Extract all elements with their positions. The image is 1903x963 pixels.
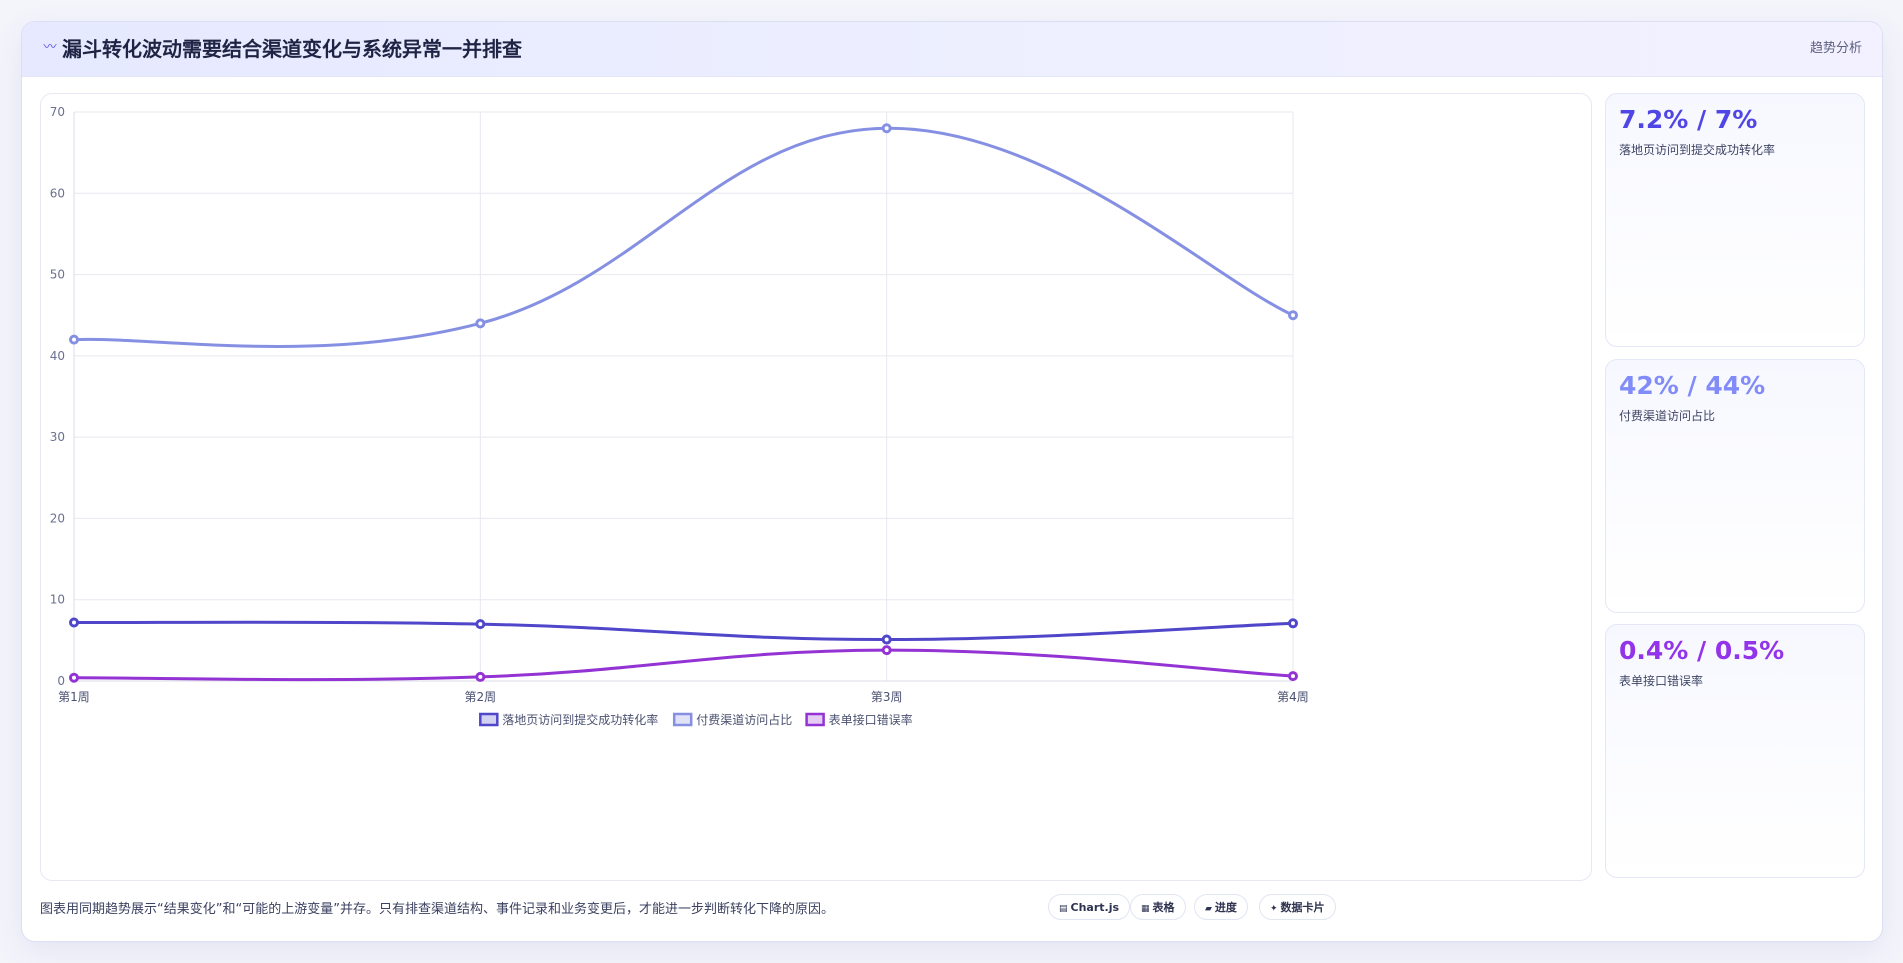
chip-label: 进度 — [1214, 901, 1237, 914]
chip-chartjs[interactable]: ▤ Chart.js — [1048, 894, 1131, 920]
chart-line-icon: 〰 — [43, 40, 57, 55]
sparkle-icon: ✦ — [1270, 904, 1278, 914]
legend-swatch — [805, 712, 825, 727]
chip-progress[interactable]: ▰ 进度 — [1194, 894, 1248, 920]
card-header: 〰 漏斗转化波动需要结合渠道变化与系统异常一并排查 趋势分析 — [22, 22, 1882, 77]
x-tick-label: 第4周 — [1277, 690, 1309, 704]
category-badge: 趋势分析 — [1809, 41, 1862, 56]
y-tick-label: 30 — [50, 430, 65, 444]
legend-label: 落地页访问到提交成功转化率 — [502, 712, 658, 727]
legend-label: 表单接口错误率 — [829, 712, 913, 727]
series-line — [72, 126, 1295, 348]
chip-label: Chart.js — [1070, 901, 1120, 914]
progress-icon: ▰ — [1205, 904, 1212, 914]
chart-panel: 0 10 20 30 40 50 60 70 第1周 第2周 第3周 第4周落地页访问到提交成功转化率… — [40, 93, 1592, 881]
x-tick-label: 第3周 — [871, 690, 903, 704]
data-point — [1288, 671, 1298, 682]
chip-table[interactable]: ▦ 表格 — [1130, 894, 1186, 920]
data-point — [881, 634, 892, 645]
chart-icon: ▤ — [1059, 904, 1068, 914]
series-line — [72, 620, 1295, 642]
chip-label: 表格 — [1152, 901, 1175, 914]
table-icon: ▦ — [1141, 904, 1150, 914]
stat-value: 42% / 44% — [1619, 371, 1766, 400]
y-tick-label: 10 — [50, 593, 65, 607]
stat-card-conversion: 7.2% / 7% 落地页访问到提交成功转化率 — [1605, 93, 1865, 347]
legend-swatch — [672, 712, 693, 727]
data-point — [475, 619, 486, 630]
series-line — [72, 648, 1295, 682]
data-point — [475, 318, 486, 329]
y-tick-label: 0 — [57, 674, 65, 688]
line-chart: 0 10 20 30 40 50 60 70 第1周 第2周 第3周 第4周落地页访问到提交成功转化率… — [50, 105, 1309, 727]
data-point — [475, 671, 486, 682]
y-tick-label: 70 — [50, 105, 65, 119]
footer-note: 图表用同期趋势展示“结果变化”和“可能的上游变量”并存。只有排查渠道结构、事件记… — [40, 902, 834, 917]
data-point — [69, 334, 79, 345]
data-point — [881, 123, 892, 134]
stat-card-error-rate: 0.4% / 0.5% 表单接口错误率 — [1605, 624, 1865, 878]
y-tick-label: 50 — [50, 268, 65, 282]
y-tick-label: 20 — [50, 511, 65, 525]
x-tick-label: 第1周 — [58, 690, 90, 704]
data-point — [1288, 310, 1298, 321]
data-point — [69, 672, 79, 683]
legend-label: 付费渠道访问占比 — [696, 712, 792, 727]
x-tick-label: 第2周 — [465, 690, 497, 704]
chip-label: 数据卡片 — [1280, 901, 1325, 914]
page-title: 漏斗转化波动需要结合渠道变化与系统异常一并排查 — [62, 37, 522, 61]
y-tick-label: 60 — [50, 186, 65, 200]
stat-label: 落地页访问到提交成功转化率 — [1619, 143, 1776, 157]
stat-label: 付费渠道访问占比 — [1619, 409, 1716, 423]
stat-label: 表单接口错误率 — [1619, 674, 1704, 688]
main-card: 〰 漏斗转化波动需要结合渠道变化与系统异常一并排查 趋势分析 0 10 20 30 40… — [21, 21, 1883, 942]
stat-card-paid-share: 42% / 44% 付费渠道访问占比 — [1605, 359, 1865, 613]
data-point — [881, 645, 892, 656]
data-point — [1288, 618, 1298, 629]
stat-value: 0.4% / 0.5% — [1619, 636, 1785, 665]
data-point — [69, 617, 79, 628]
legend-swatch — [479, 712, 499, 727]
stat-value: 7.2% / 7% — [1619, 105, 1758, 134]
chip-data-card[interactable]: ✦ 数据卡片 — [1259, 894, 1336, 920]
y-tick-label: 40 — [50, 349, 65, 363]
